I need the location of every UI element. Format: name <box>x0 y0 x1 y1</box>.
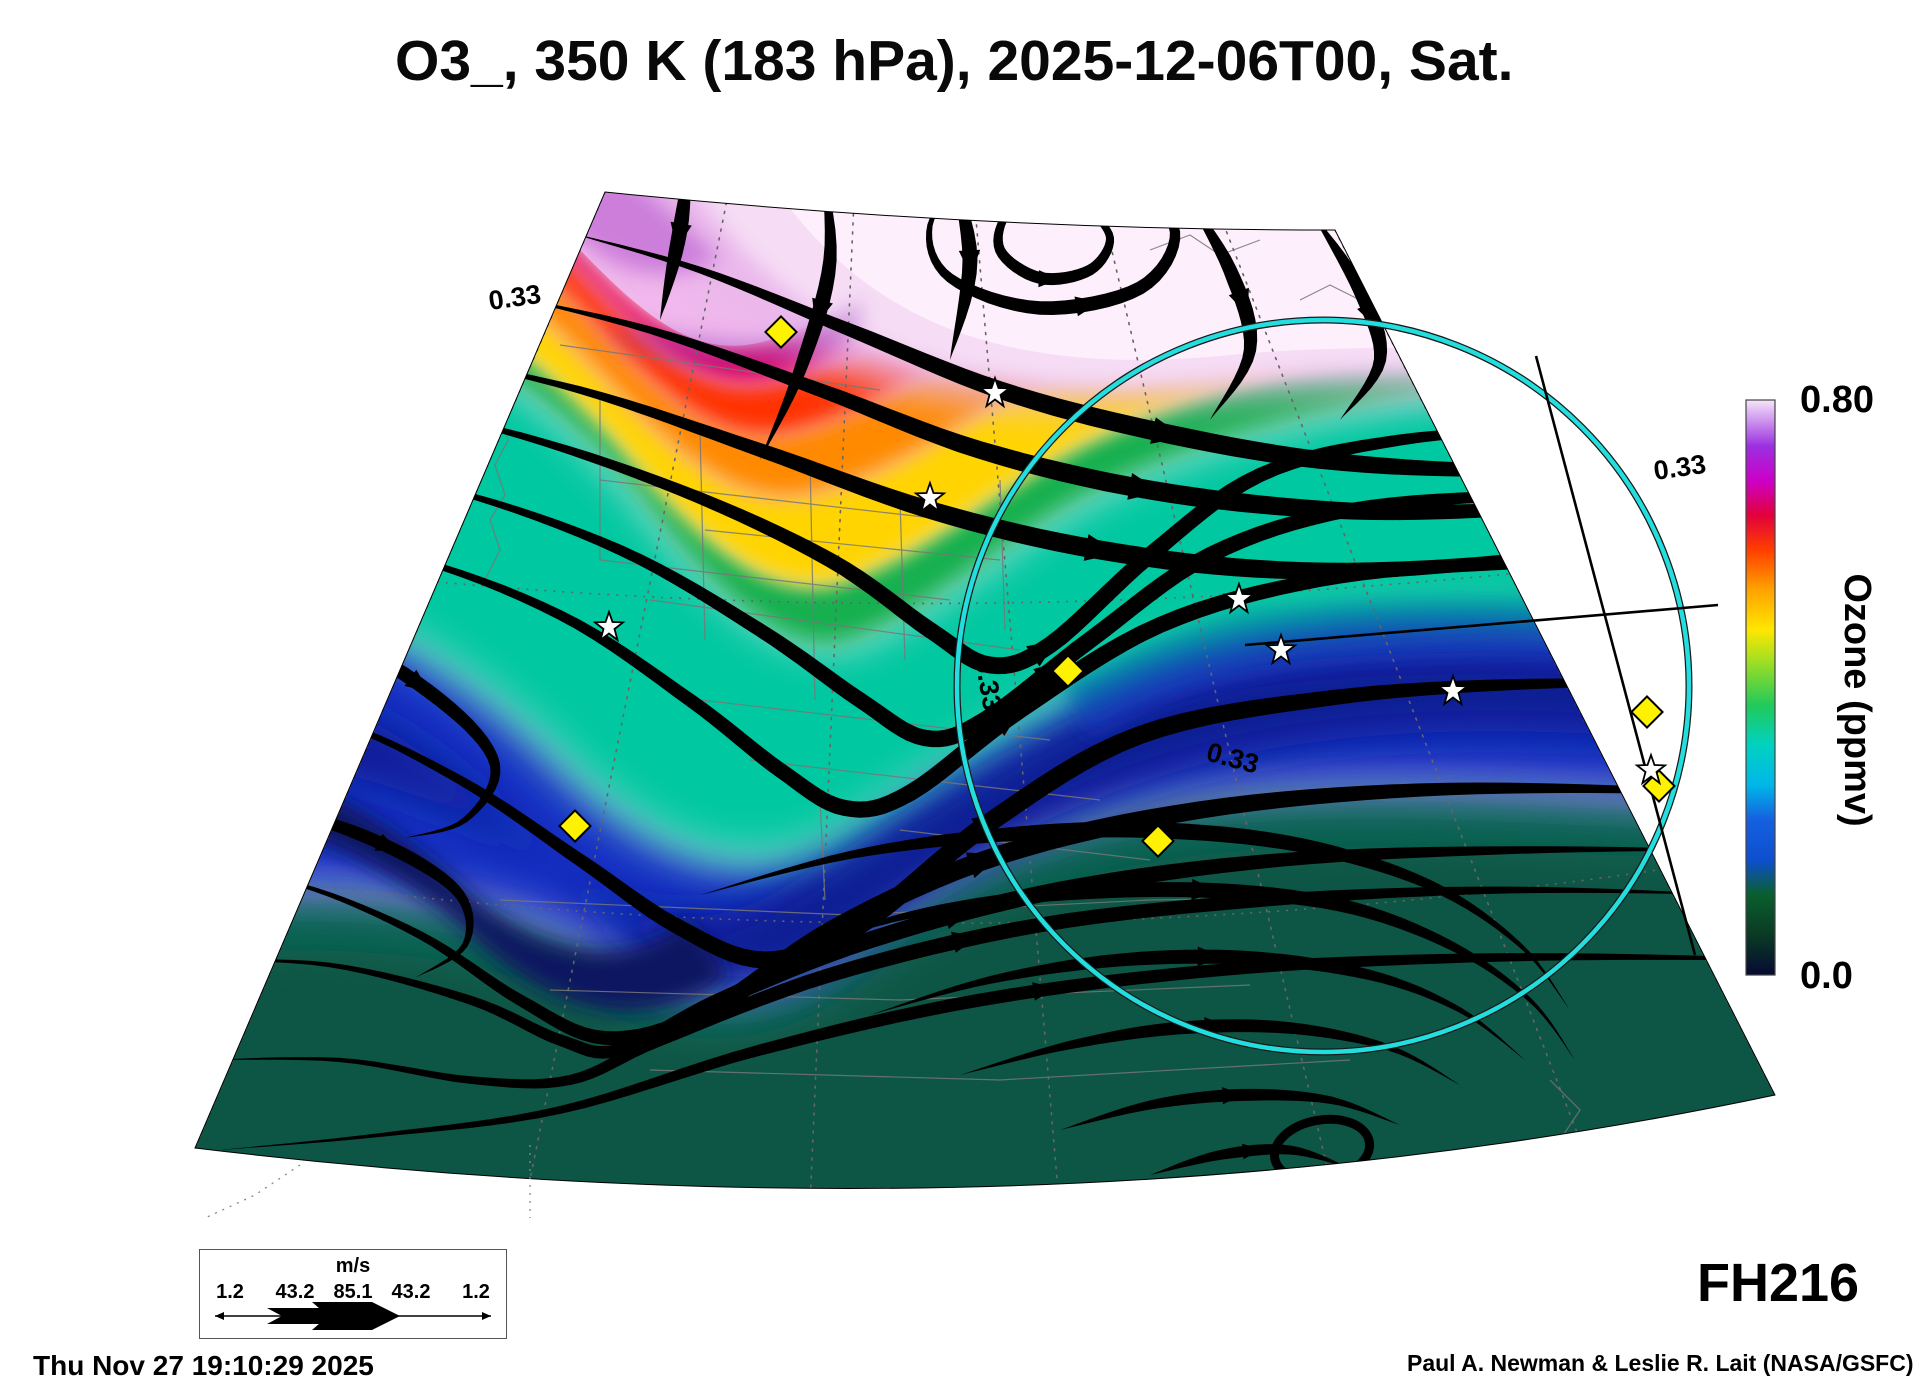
svg-text:0.0: 0.0 <box>1800 955 1853 997</box>
svg-text:0.33: 0.33 <box>1652 449 1708 486</box>
svg-text:0.80: 0.80 <box>1800 379 1874 421</box>
svg-text:Ozone (ppmv): Ozone (ppmv) <box>1836 573 1878 826</box>
svg-text:0.33: 0.33 <box>487 279 543 316</box>
